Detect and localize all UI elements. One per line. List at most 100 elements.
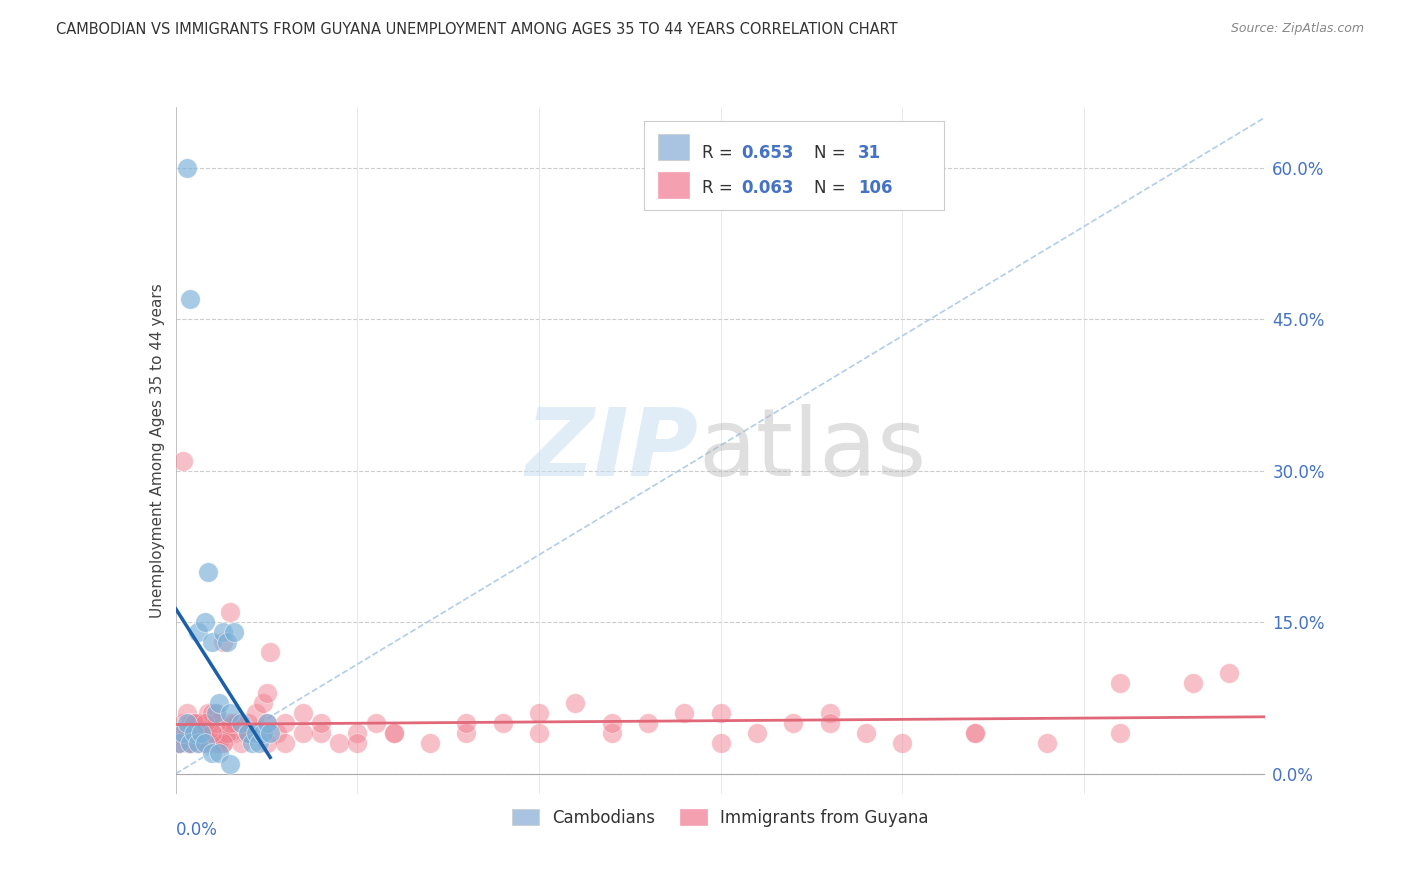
Point [172, 453, 194, 467]
Point [183, 716, 205, 731]
Text: R =: R = [702, 179, 738, 197]
Point [208, 726, 231, 740]
Point [219, 716, 242, 731]
Point [186, 625, 209, 640]
Point [204, 716, 226, 731]
Point [219, 756, 242, 771]
Point [259, 645, 281, 659]
Point [259, 726, 281, 740]
Point [215, 726, 238, 740]
Point [179, 736, 201, 750]
Point [172, 716, 194, 731]
Point [208, 736, 231, 750]
Point [197, 736, 219, 750]
Point [245, 726, 267, 740]
Point [710, 736, 733, 750]
Point [419, 736, 441, 750]
Bar [658, 134, 689, 160]
Point [600, 726, 623, 740]
Point [346, 736, 368, 750]
Point [382, 726, 405, 740]
Text: Source: ZipAtlas.com: Source: ZipAtlas.com [1230, 22, 1364, 36]
Legend: Cambodians, Immigrants from Guyana: Cambodians, Immigrants from Guyana [506, 802, 935, 834]
Point [240, 736, 263, 750]
Point [222, 726, 245, 740]
Point [231, 716, 253, 731]
Point [782, 716, 804, 731]
Point [194, 736, 217, 750]
Point [194, 736, 217, 750]
Text: 0.063: 0.063 [741, 179, 794, 197]
Point [673, 706, 696, 720]
Point [226, 716, 249, 731]
Point [309, 726, 332, 740]
Point [291, 726, 314, 740]
Point [212, 635, 235, 649]
Point [637, 716, 659, 731]
Point [891, 736, 914, 750]
Point [346, 726, 368, 740]
Point [172, 726, 194, 740]
Point [176, 716, 198, 731]
Point [256, 716, 278, 731]
Point [169, 736, 191, 750]
Point [197, 726, 219, 740]
Point [197, 726, 219, 740]
Point [274, 736, 297, 750]
Point [245, 706, 267, 720]
Point [364, 716, 387, 731]
Point [1036, 736, 1059, 750]
Point [238, 726, 260, 740]
Point [382, 726, 405, 740]
Point [186, 716, 209, 731]
Bar [658, 172, 689, 198]
Point [710, 706, 733, 720]
Point [1109, 726, 1132, 740]
Point [190, 716, 212, 731]
Point [456, 726, 478, 740]
Point [1109, 675, 1132, 690]
Point [197, 706, 219, 720]
Point [600, 716, 623, 731]
Point [215, 635, 238, 649]
Point [172, 726, 194, 740]
Point [194, 726, 217, 740]
Point [215, 726, 238, 740]
Text: N =: N = [814, 179, 851, 197]
Point [231, 736, 253, 750]
Text: atlas: atlas [699, 404, 927, 497]
Point [222, 716, 245, 731]
Point [222, 625, 245, 640]
Point [190, 736, 212, 750]
FancyBboxPatch shape [644, 120, 943, 211]
Point [204, 706, 226, 720]
Point [219, 605, 242, 619]
Text: 31: 31 [858, 145, 882, 162]
Point [169, 736, 191, 750]
Point [201, 726, 224, 740]
Point [1181, 675, 1204, 690]
Point [183, 716, 205, 731]
Point [818, 706, 841, 720]
Text: 0.0%: 0.0% [176, 822, 218, 839]
Point [179, 736, 201, 750]
Point [219, 706, 242, 720]
Point [201, 635, 224, 649]
Point [274, 716, 297, 731]
Point [201, 747, 224, 761]
Text: ZIP: ZIP [526, 404, 699, 497]
Point [527, 706, 550, 720]
Point [208, 716, 231, 731]
Point [201, 726, 224, 740]
Point [194, 716, 217, 731]
Point [186, 726, 209, 740]
Point [818, 716, 841, 731]
Point [266, 726, 288, 740]
Point [186, 736, 209, 750]
Point [1218, 665, 1240, 680]
Text: 106: 106 [858, 179, 893, 197]
Point [190, 726, 212, 740]
Point [328, 736, 350, 750]
Point [963, 726, 986, 740]
Point [238, 726, 260, 740]
